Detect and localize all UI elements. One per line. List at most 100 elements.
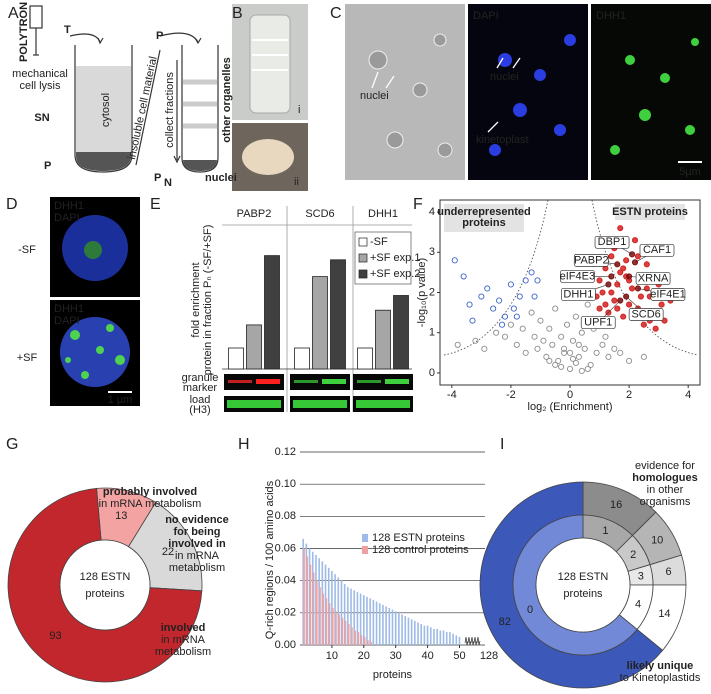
blot-label: marker	[183, 382, 218, 394]
inner-label: 4	[635, 599, 641, 611]
bar	[445, 632, 448, 645]
bar	[354, 630, 356, 645]
y-axis-label: -log₁₀(p value)	[416, 258, 428, 327]
panel-label: G	[6, 436, 18, 453]
y-tick-label: 0.00	[275, 639, 296, 651]
point	[522, 349, 529, 356]
panel-d-micrographs	[50, 197, 140, 406]
legend-swatch	[362, 534, 368, 542]
bar	[439, 630, 442, 645]
x-axis-label: log₂ (Enrichment)	[528, 401, 613, 413]
point	[623, 257, 630, 264]
point-label: XRNA	[638, 272, 669, 284]
bar	[429, 627, 432, 645]
point	[519, 325, 526, 332]
group-header: DHH1	[368, 208, 398, 220]
point	[617, 297, 624, 304]
point-label-box	[628, 308, 664, 321]
point	[602, 333, 609, 340]
point	[634, 285, 642, 292]
segment-label: involved	[161, 622, 206, 634]
legend-label: -SF	[370, 236, 388, 248]
point	[498, 321, 506, 328]
legend-label: 128 ESTN proteins	[372, 532, 465, 544]
bar	[449, 632, 451, 645]
bar	[391, 609, 394, 645]
point	[507, 281, 514, 288]
point	[626, 301, 633, 308]
bar	[311, 551, 314, 645]
point	[561, 345, 568, 352]
donut-hole	[59, 539, 151, 631]
legend-swatch	[358, 253, 368, 263]
point	[628, 251, 636, 258]
panel-label: H	[238, 436, 250, 453]
arrow-label: insoluble cell material	[126, 55, 160, 160]
y-tick-label: 0.02	[275, 607, 296, 619]
image-label: nuclei	[360, 90, 389, 102]
fraction-label: P	[156, 30, 163, 42]
bar	[372, 599, 375, 645]
bar	[344, 620, 347, 645]
bar	[367, 640, 369, 645]
inner-label: 3	[638, 570, 644, 582]
point	[596, 277, 603, 284]
point	[531, 333, 538, 340]
point-label-box	[635, 272, 671, 285]
point-label: eIF4E3	[560, 270, 595, 282]
segment-label: in mRNA metabolism	[99, 498, 202, 510]
bar	[362, 595, 365, 645]
point	[481, 345, 488, 352]
point	[522, 277, 529, 284]
blot-band	[228, 380, 252, 383]
point	[617, 349, 624, 356]
bar	[370, 641, 372, 645]
panel-label: I	[500, 436, 504, 453]
bar	[309, 564, 312, 645]
point	[584, 365, 591, 372]
point-label: DHH1	[563, 288, 593, 300]
point-label: PABP2	[574, 254, 609, 266]
condition-label: +SF	[17, 352, 38, 364]
group-header: PABP2	[237, 208, 272, 220]
point-label-box	[580, 316, 616, 329]
y-tick-label: 1	[429, 327, 435, 339]
annotation: underrepresented proteins	[437, 206, 531, 229]
bar	[407, 617, 410, 645]
point	[602, 301, 609, 308]
inner-label: 0	[527, 604, 533, 616]
bar	[315, 554, 317, 645]
point	[493, 329, 500, 336]
point	[623, 293, 630, 300]
point	[561, 349, 568, 356]
bar	[308, 548, 311, 645]
bar	[302, 538, 304, 645]
annotation: organisms	[640, 496, 691, 508]
condition-label: -SF	[18, 244, 36, 256]
bar	[327, 567, 330, 645]
bar	[294, 347, 310, 370]
point	[569, 337, 577, 344]
bar	[330, 259, 346, 370]
bar	[357, 347, 373, 370]
segment-value: 10	[651, 534, 663, 546]
x-tick-label: 20	[358, 650, 370, 662]
bar	[423, 625, 426, 645]
panel-b-photo	[232, 4, 308, 191]
bar	[356, 591, 359, 645]
point-label-box	[560, 270, 595, 283]
channel-label: DAPI	[54, 212, 80, 224]
point	[569, 355, 577, 362]
panel-label: C	[330, 5, 342, 22]
point	[466, 301, 473, 308]
bar	[410, 619, 413, 645]
center-label: proteins	[85, 588, 125, 600]
segment-value: 16	[610, 499, 622, 511]
x-tick-label: 0	[567, 389, 573, 401]
blot-band	[356, 400, 410, 408]
bar	[319, 587, 321, 645]
point	[620, 313, 627, 320]
point	[454, 341, 461, 348]
bar	[357, 632, 360, 645]
